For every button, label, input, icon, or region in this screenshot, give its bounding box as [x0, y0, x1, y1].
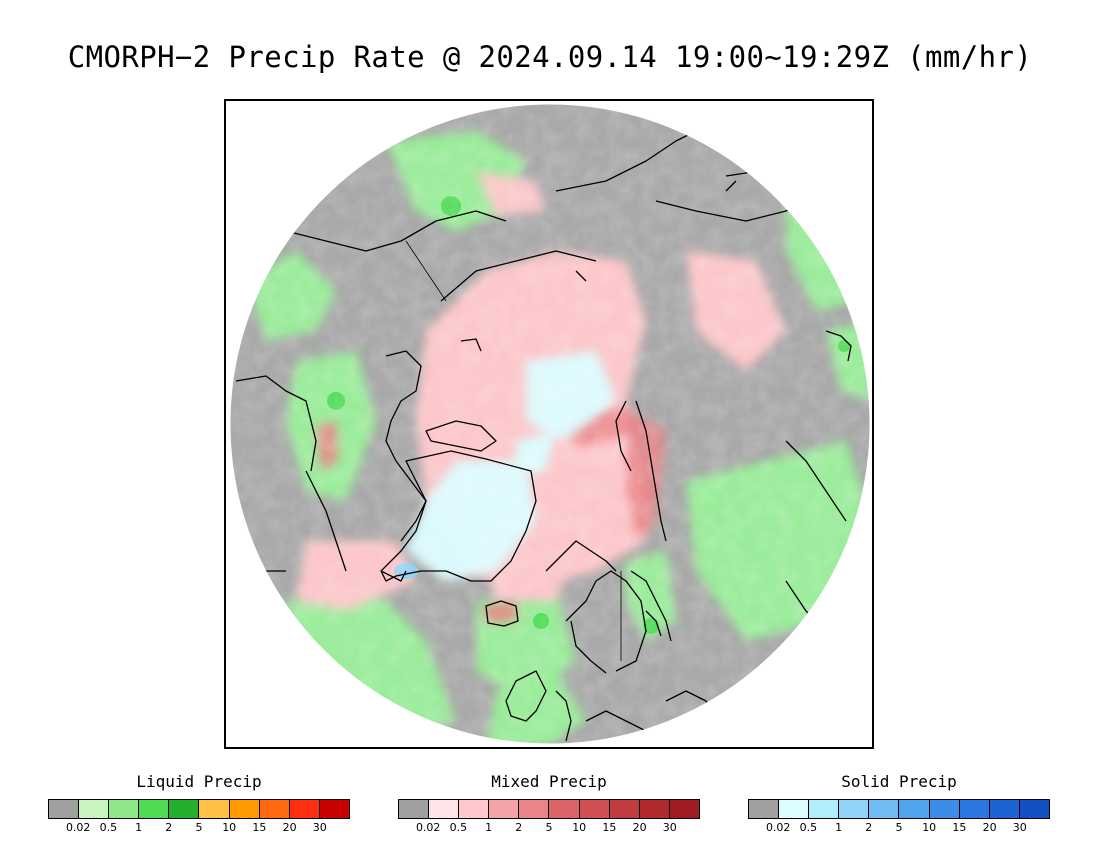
legend-tick-label: 5: [195, 821, 203, 834]
legend-swatch: [429, 800, 460, 818]
legend-swatch: [459, 800, 490, 818]
legend-tick-label: 0.5: [449, 821, 468, 834]
legend-swatch: [839, 800, 870, 818]
international-borders: [405, 240, 622, 661]
legend-swatch: [79, 800, 110, 818]
legend-mixed-precip: Mixed Precip 0.02 0.5 1 2 5 10 15 20 30: [398, 772, 700, 835]
legend-swatch: [579, 800, 610, 818]
legend-tick-label: 0.5: [799, 821, 818, 834]
legend-tick-label: 30: [662, 821, 677, 834]
legend-tick-label: 30: [312, 821, 327, 834]
legend-tick-label: 0.5: [99, 821, 118, 834]
legend-title: Liquid Precip: [136, 772, 262, 791]
legend-tick-label: 20: [632, 821, 647, 834]
legend-swatch: [959, 800, 990, 818]
legend-tick-label: 30: [1012, 821, 1027, 834]
legend-tick-label: 15: [252, 821, 267, 834]
legend-swatch: [929, 800, 960, 818]
legend-swatch: [869, 800, 900, 818]
legend-swatch: [989, 800, 1020, 818]
legend-swatch: [319, 800, 349, 818]
legend-tick-label: 2: [515, 821, 523, 834]
legend-tick-label: 2: [165, 821, 173, 834]
coastlines: [235, 130, 852, 742]
legend-swatch: [639, 800, 670, 818]
legend-swatch: [1019, 800, 1049, 818]
legend-swatch: [809, 800, 840, 818]
legend-tick-label: 5: [545, 821, 553, 834]
legend-swatch: [609, 800, 640, 818]
legend-swatch: [519, 800, 550, 818]
legend-tick-label: 0.02: [765, 821, 791, 834]
legend-liquid-precip: Liquid Precip 0.02 0.5 1 2 5 10 15 20 30: [48, 772, 350, 835]
legend-tick-label: 10: [922, 821, 937, 834]
legend-solid-precip: Solid Precip 0.02 0.5 1 2 5 10 15 20 30: [748, 772, 1050, 835]
legend-swatch: [549, 800, 580, 818]
legend-tick-label: 10: [572, 821, 587, 834]
legend-swatch: [169, 800, 200, 818]
legend-colorbar: [48, 799, 350, 819]
legend-swatch: [139, 800, 170, 818]
legend-colorbar: [398, 799, 700, 819]
speckle-texture: [230, 104, 870, 744]
legend-swatch: [399, 800, 430, 818]
legend-tick-label: 20: [282, 821, 297, 834]
legend-tick-labels: 0.02 0.5 1 2 5 10 15 20 30: [748, 821, 1050, 835]
legend-swatch: [49, 800, 80, 818]
legend-tick-label: 1: [485, 821, 493, 834]
legend-swatch: [489, 800, 520, 818]
legend-swatch: [669, 800, 699, 818]
legend-swatch: [779, 800, 810, 818]
legend-tick-label: 0.02: [65, 821, 91, 834]
map-canvas: [229, 103, 871, 745]
legend-swatch: [899, 800, 930, 818]
legend-swatch: [109, 800, 140, 818]
legend-swatch: [289, 800, 320, 818]
legend-tick-label: 10: [222, 821, 237, 834]
legend-title: Solid Precip: [841, 772, 957, 791]
legend-tick-label: 2: [865, 821, 873, 834]
legend-swatch: [749, 800, 780, 818]
legend-tick-labels: 0.02 0.5 1 2 5 10 15 20 30: [48, 821, 350, 835]
legend-tick-label: 1: [835, 821, 843, 834]
legend-tick-label: 20: [982, 821, 997, 834]
polar-precip-map: [224, 99, 874, 749]
legend-swatch: [199, 800, 230, 818]
legend-tick-label: 15: [952, 821, 967, 834]
legend-swatch: [229, 800, 260, 818]
legend-swatch: [259, 800, 290, 818]
chart-title: CMORPH−2 Precip Rate @ 2024.09.14 19:00~…: [67, 40, 1033, 74]
legend-tick-labels: 0.02 0.5 1 2 5 10 15 20 30: [398, 821, 700, 835]
map-disk-edge: [229, 103, 871, 745]
legend-colorbar: [748, 799, 1050, 819]
legend-title: Mixed Precip: [491, 772, 607, 791]
legend-tick-label: 15: [602, 821, 617, 834]
legend-tick-label: 1: [135, 821, 143, 834]
legend-tick-label: 5: [895, 821, 903, 834]
legend-tick-label: 0.02: [415, 821, 441, 834]
